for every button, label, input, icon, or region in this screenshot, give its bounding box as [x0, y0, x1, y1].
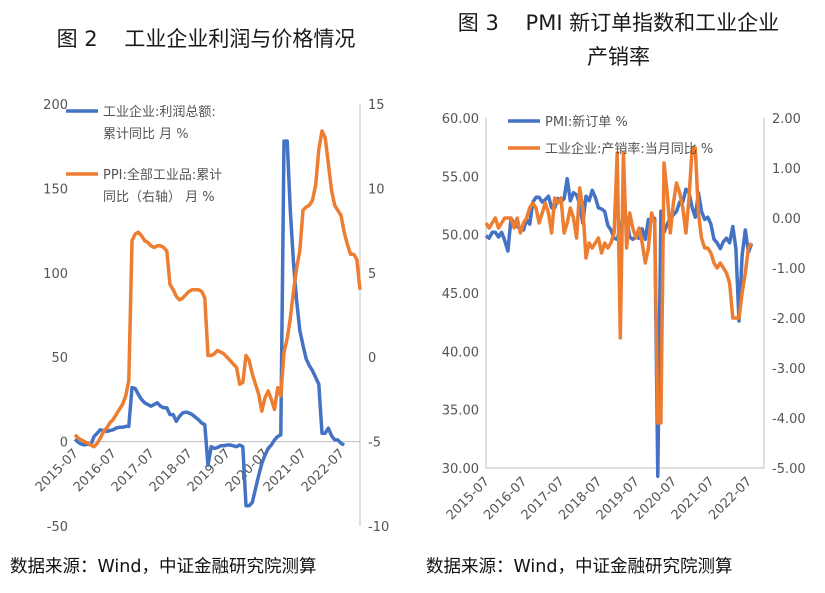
legend-label: 累计同比 月 %: [103, 127, 189, 142]
y-tick-label-right: 5: [368, 267, 376, 282]
y-tick-label-right: -5.00: [772, 462, 806, 477]
y-tick-label-right: -3.00: [772, 362, 806, 377]
y-tick-label-left: 0: [60, 436, 68, 451]
y-tick-label-right: 1.00: [772, 162, 801, 177]
chart-source: 数据来源：Wind，中证金融研究院测算: [10, 557, 317, 577]
y-tick-label-right: 0: [368, 351, 376, 366]
series-line-2: [484, 146, 753, 425]
chart-title: 图 3 PMI 新订单指数和工业企业 产销率: [457, 11, 780, 69]
y-tick-label-right: -1.00: [772, 262, 806, 277]
y-tick-label-right: -4.00: [772, 412, 806, 427]
y-tick-label-right: 10: [368, 182, 385, 197]
y-tick-label-right: 0.00: [772, 212, 801, 227]
y-tick-label-right: -10: [368, 520, 389, 535]
y-tick-label-left: -50: [47, 520, 68, 535]
y-tick-label-left: 50.00: [442, 229, 479, 244]
y-tick-label-left: 45.00: [442, 287, 479, 302]
y-tick-label-left: 150: [43, 182, 68, 197]
series-line-2: [73, 129, 362, 449]
chart-source: 数据来源：Wind，中证金融研究院测算: [426, 557, 733, 577]
y-tick-label-left: 35.00: [442, 404, 479, 419]
y-tick-label-left: 60.00: [442, 112, 479, 127]
y-tick-label-left: 100: [43, 267, 68, 282]
chart-panel-profit-price: 图 2 工业企业利润与价格情况 -50 0 50 100 150 200 -10 -5 0 5 10…: [0, 0, 412, 593]
chart-panel-pmi-sales: 图 3 PMI 新订单指数和工业企业 产销率 30.00 35.00 40.00 45…: [412, 0, 825, 593]
y-tick-label-right: 2.00: [772, 112, 801, 127]
legend-label: 工业企业:利润总额:: [103, 104, 216, 120]
legend-label: PPI:全部工业品:累计: [103, 167, 222, 183]
line-chart-pmi-sales: 30.00 35.00 40.00 45.00 50.00 55.00 60.00 -5.00…: [442, 112, 806, 523]
line-chart-profit-price: -50050100150200-10-50510152015-072016-07…: [33, 98, 389, 535]
y-tick-label-left: 55.00: [442, 170, 479, 185]
legend-label: PMI:新订单 %: [545, 114, 628, 130]
y-tick-label-left: 40.00: [442, 345, 479, 360]
y-tick-label-left: 30.00: [442, 462, 479, 477]
y-tick-label-left: 50: [51, 351, 68, 366]
y-tick-label-right: -5: [368, 436, 381, 451]
y-tick-label-left: 200: [43, 98, 68, 113]
series-line-1: [73, 139, 346, 508]
legend-label: 工业企业:产销率:当月同比 %: [545, 141, 713, 157]
y-tick-label-right: -2.00: [772, 312, 806, 327]
chart-title: 图 2 工业企业利润与价格情况: [56, 27, 356, 51]
legend-label: 同比（右轴） 月 %: [103, 190, 215, 205]
y-tick-label-right: 15: [368, 98, 385, 113]
